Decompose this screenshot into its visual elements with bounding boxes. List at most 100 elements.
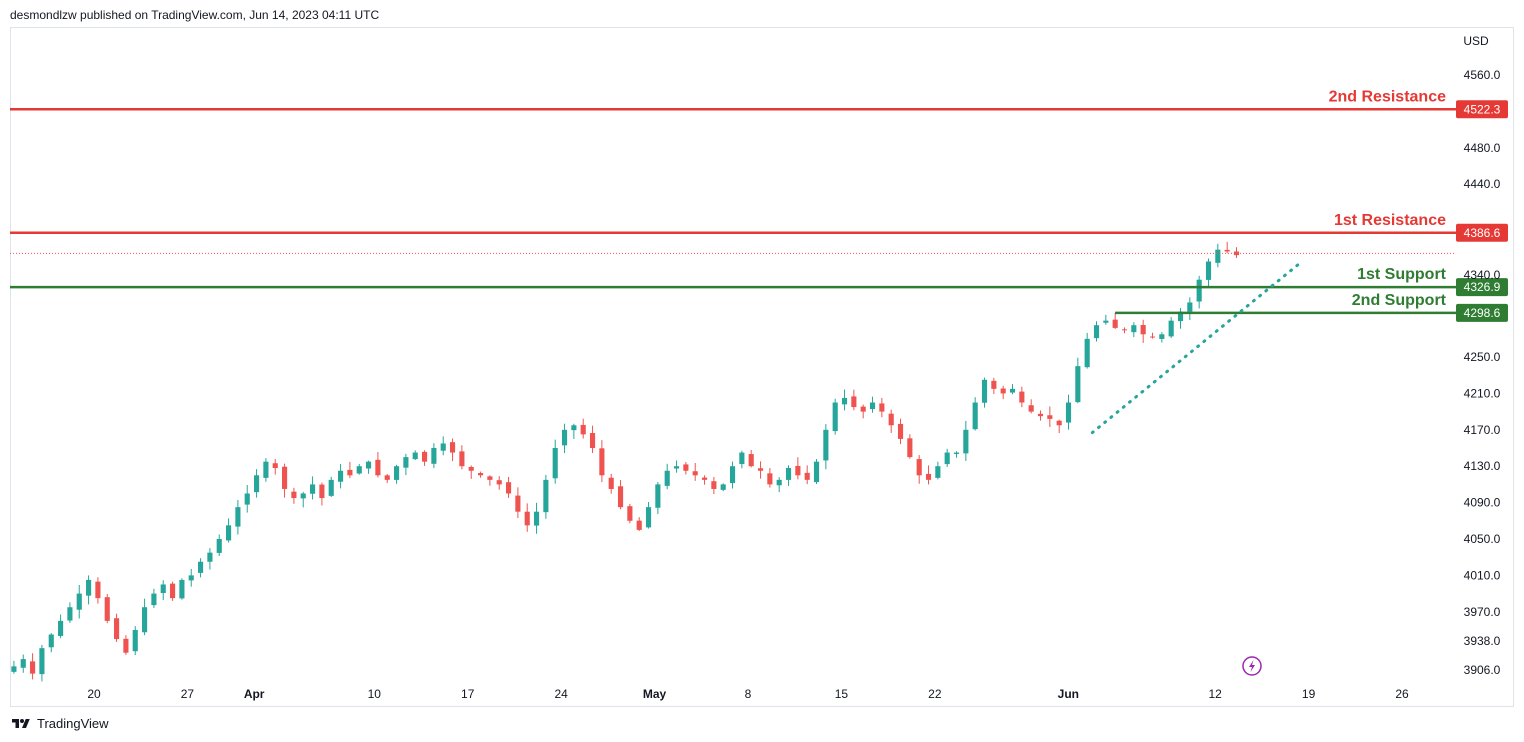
candle-body — [617, 486, 624, 508]
candle-body — [701, 477, 708, 480]
candle-body — [608, 477, 614, 489]
candle-body — [347, 469, 353, 476]
candle-body — [1019, 391, 1025, 403]
candle-body — [375, 459, 381, 476]
candle-body — [897, 423, 904, 439]
1st-support-label: 1st Support — [1357, 266, 1447, 283]
candle-body — [645, 507, 652, 528]
price-tick-label: 4560.0 — [1464, 68, 1501, 82]
time-axis: 20 27 Apr 10 17 24 May 8 15 22 Jun 12 19 26 — [87, 687, 1409, 701]
level-lines: 2nd Resistance 4522.3 1st Resistance 4386.6… — [10, 88, 1508, 322]
candle-body — [963, 429, 969, 454]
date-tick-label: 27 — [181, 687, 195, 701]
candle-body — [804, 472, 810, 480]
candle-body — [1112, 319, 1118, 328]
candle-body — [935, 466, 941, 478]
candle-body — [300, 493, 306, 499]
candle-body — [589, 432, 596, 449]
candle-body — [636, 520, 642, 530]
candle-body — [412, 452, 418, 460]
candle-body — [309, 484, 316, 494]
candle-body — [1075, 366, 1081, 403]
1st-resistance-price-tag — [1456, 223, 1508, 242]
candle-body — [30, 661, 36, 674]
candle-body — [365, 461, 372, 469]
2nd-support-label: 2nd Support — [1352, 292, 1447, 309]
candle-body — [151, 593, 157, 606]
candle-body — [627, 506, 633, 521]
candle-body — [776, 479, 782, 486]
candle-body — [533, 511, 540, 526]
candle-body — [198, 561, 204, 573]
candle-body — [813, 461, 820, 483]
candle-body — [328, 479, 334, 496]
candle-body — [319, 484, 325, 499]
candle-body — [1140, 325, 1146, 335]
candle-body — [48, 634, 54, 648]
candle-body — [216, 538, 222, 553]
candle-body — [869, 402, 876, 410]
candle-body — [86, 579, 92, 596]
brand-name[interactable]: TradingView — [37, 716, 109, 731]
currency-label: USD — [1463, 34, 1489, 48]
price-tick-label: 4010.0 — [1464, 568, 1501, 582]
chart-frame[interactable] — [10, 27, 1514, 707]
candle-body — [1093, 325, 1100, 339]
candle-body — [114, 618, 120, 640]
candle-body — [944, 452, 950, 465]
candle-body — [1177, 311, 1184, 322]
price-axis: 4560.0 4480.0 4440.0 4340.0 4250.0 4210.0 4170… — [1464, 68, 1501, 677]
2nd-support-price-value: 4298.6 — [1464, 306, 1501, 320]
candle-body — [11, 666, 17, 672]
price-tick-label: 4250.0 — [1464, 350, 1501, 364]
price-tick-label: 4480.0 — [1464, 141, 1501, 155]
candle-body — [925, 473, 932, 480]
candle-body — [907, 438, 913, 458]
price-chart[interactable]: 2nd Resistance 4522.3 1st Resistance 4386.6… — [0, 0, 1524, 716]
candle-body — [254, 475, 260, 493]
candle-body — [95, 581, 101, 599]
candle-body — [785, 468, 792, 480]
price-tick-label: 4130.0 — [1464, 459, 1501, 473]
date-tick-label: Jun — [1058, 687, 1079, 701]
candle-body — [384, 475, 390, 480]
candle-body — [1205, 261, 1212, 280]
candle-body — [468, 466, 474, 471]
candle-body — [1121, 329, 1128, 331]
candle-body — [673, 466, 680, 469]
candle-body — [76, 593, 82, 610]
candle-body — [170, 583, 176, 599]
candle-body — [1131, 325, 1137, 333]
candle-body — [1037, 413, 1044, 417]
candle-body — [20, 659, 26, 668]
candle-body — [142, 607, 148, 633]
candle-body — [459, 451, 465, 467]
1st-resistance-price-value: 4386.6 — [1464, 226, 1501, 240]
date-tick-label: 24 — [554, 687, 568, 701]
candle-body — [244, 493, 250, 505]
2nd-resistance-price-value: 4522.3 — [1464, 102, 1501, 116]
price-tick-label: 4090.0 — [1464, 496, 1501, 510]
2nd-resistance-price-tag — [1456, 100, 1508, 119]
date-tick-label: 17 — [461, 687, 475, 701]
candle-body — [1028, 405, 1034, 412]
candle-body — [1056, 420, 1062, 426]
candle-body — [991, 380, 997, 389]
lightning-icon[interactable] — [1242, 656, 1262, 676]
candle-body — [571, 425, 577, 431]
candle-body — [1159, 334, 1165, 339]
candle-body — [226, 525, 232, 541]
candle-body — [664, 470, 670, 486]
date-tick-label: 12 — [1208, 687, 1222, 701]
publisher-line: desmondlzw published on TradingView.com,… — [10, 8, 380, 22]
date-tick-label: 15 — [835, 687, 849, 701]
date-tick-label: 22 — [928, 687, 942, 701]
candle-body — [188, 575, 194, 581]
candle-body — [104, 597, 110, 621]
ascending-trendline[interactable] — [1090, 260, 1304, 435]
candle-body — [823, 429, 829, 461]
price-tick-label: 4050.0 — [1464, 532, 1501, 546]
candle-body — [487, 476, 493, 480]
candle-body — [477, 473, 484, 476]
candles — [10, 241, 1456, 682]
